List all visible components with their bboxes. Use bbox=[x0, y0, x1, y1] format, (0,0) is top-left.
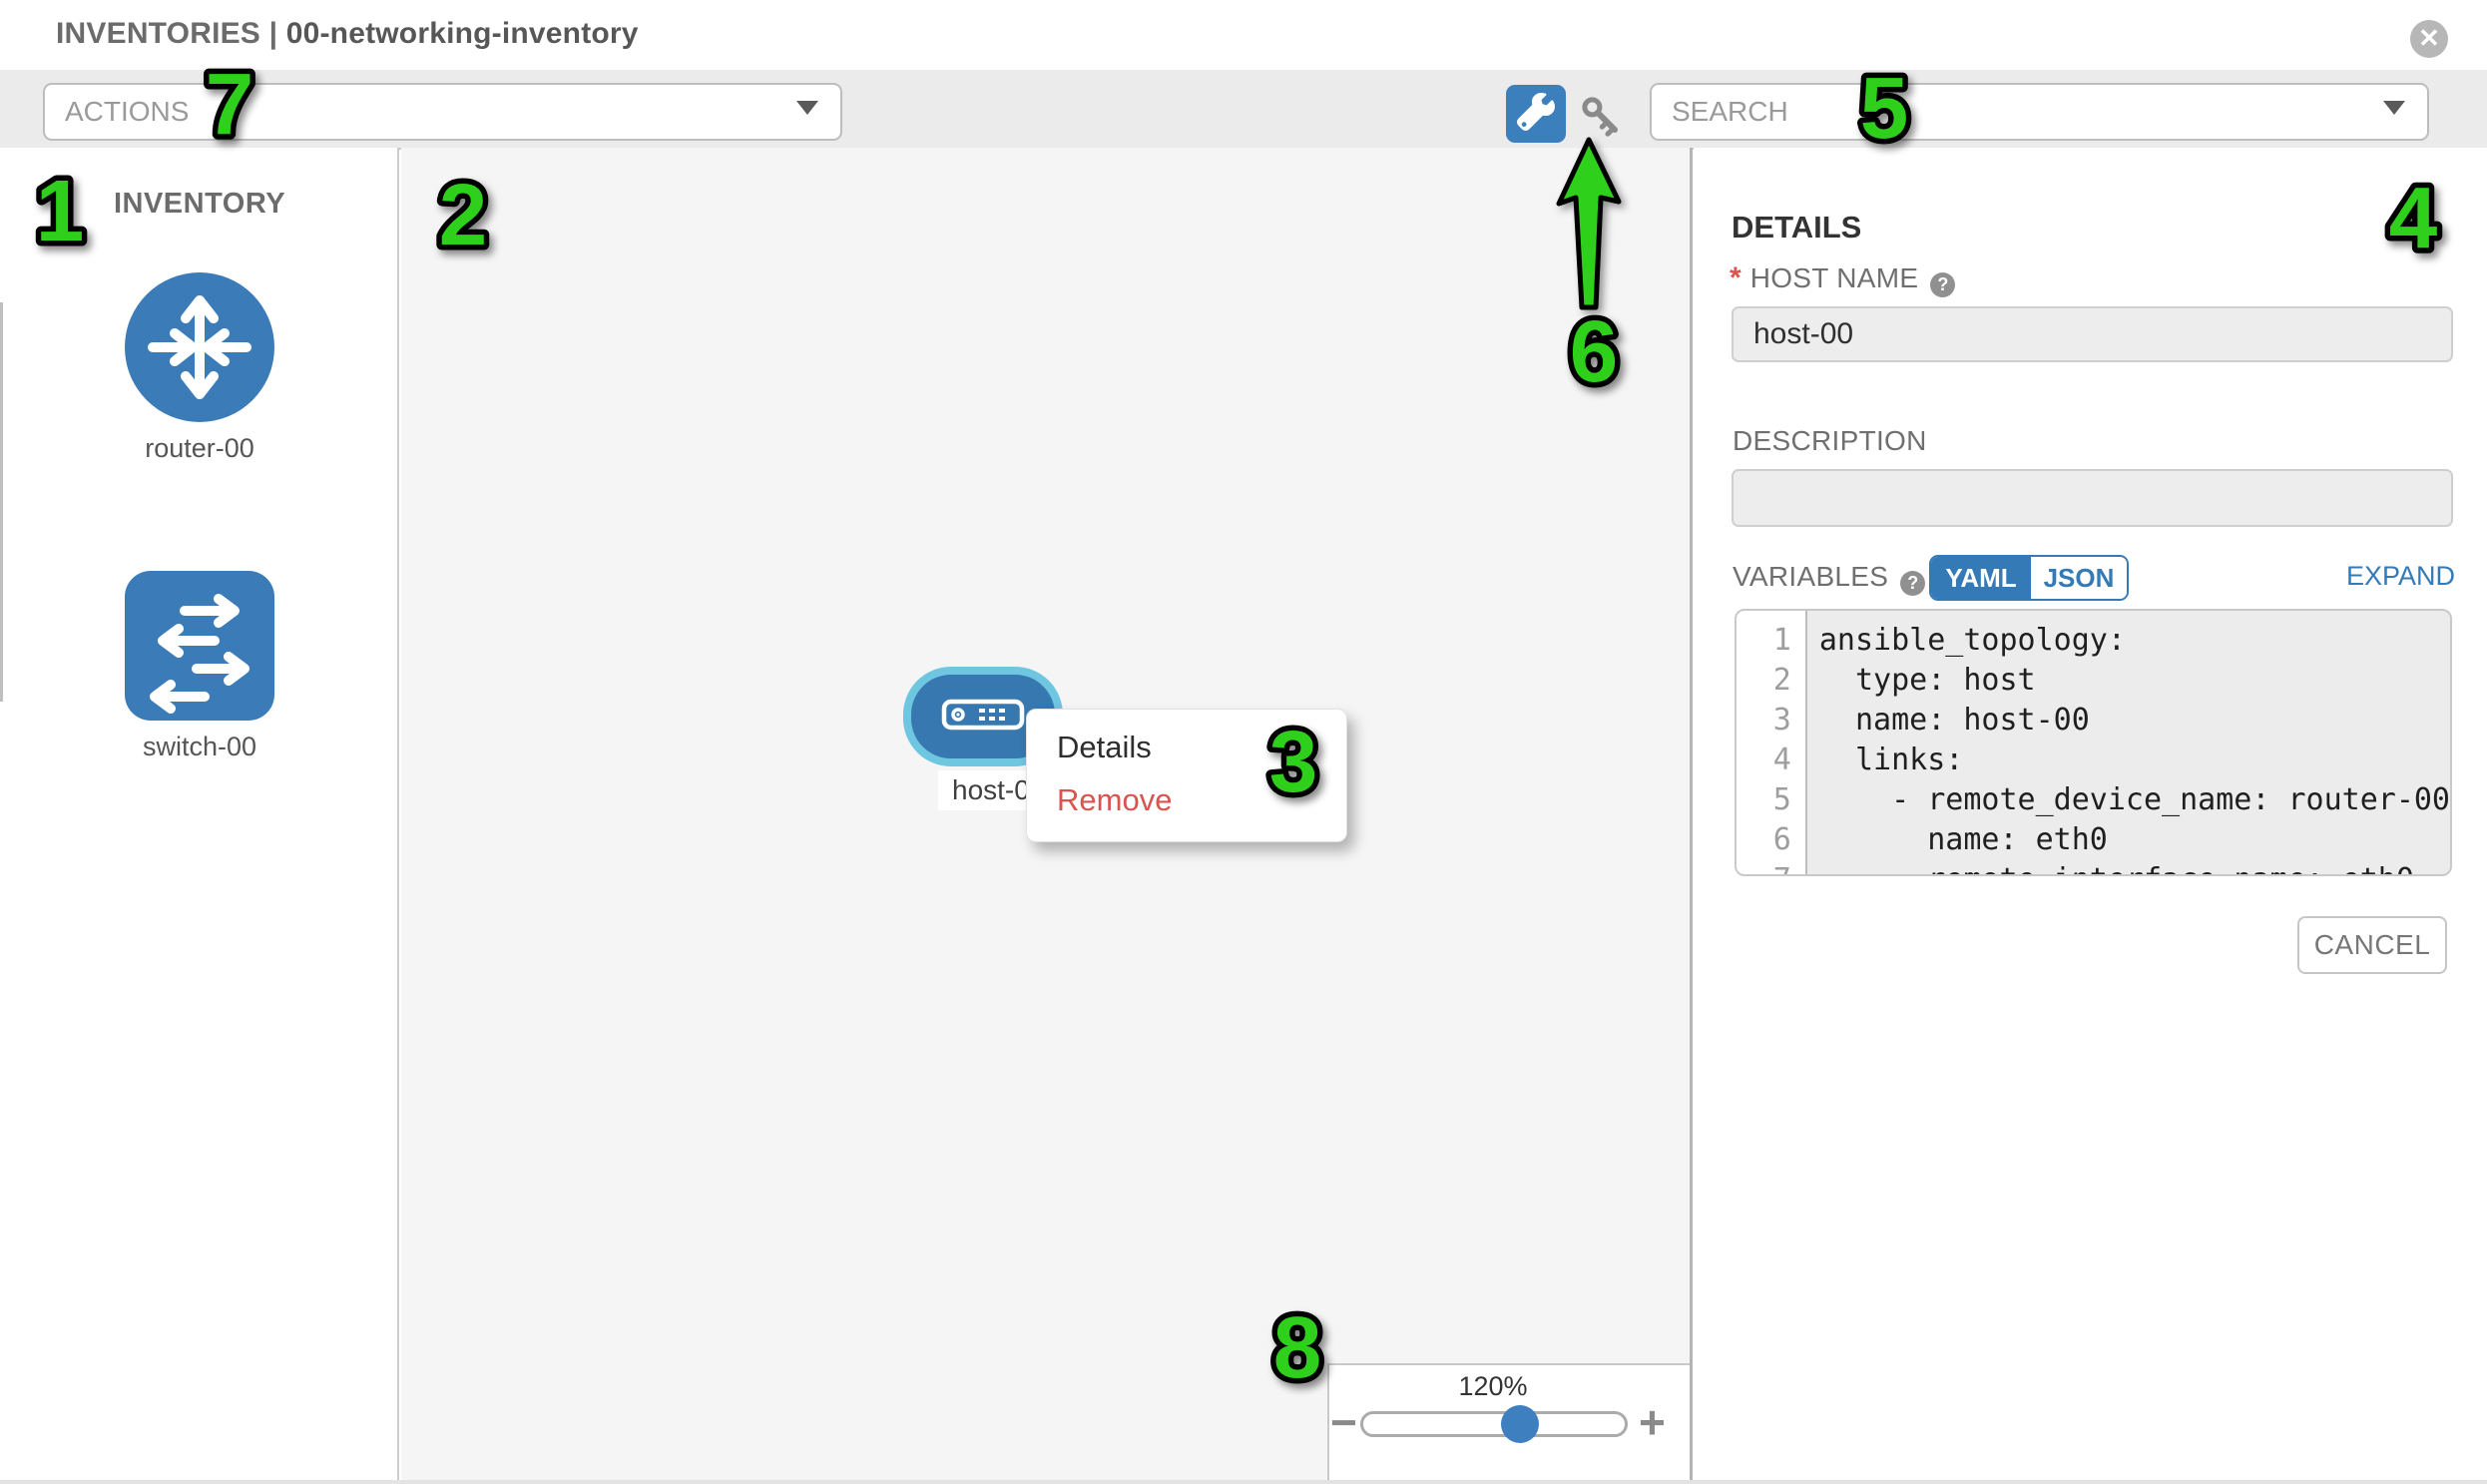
zoom-out-button[interactable]: − bbox=[1330, 1396, 1357, 1448]
variables-code-editor[interactable]: 1 2 3 4 5 6 7 ansible_topology: type: host nam… bbox=[1735, 609, 2452, 876]
details-panel-heading: DETAILS bbox=[1732, 210, 1862, 245]
zoom-percent-label: 120% bbox=[1458, 1371, 1528, 1401]
description-input[interactable] bbox=[1732, 469, 2453, 527]
actions-dropdown[interactable]: ACTIONS bbox=[43, 83, 842, 141]
editor-code-line: name: host-00 bbox=[1818, 703, 2090, 738]
editor-line-number: 1 bbox=[1772, 623, 1791, 658]
host-name-input[interactable] bbox=[1732, 306, 2453, 362]
wrench-icon bbox=[1517, 92, 1555, 136]
expand-link[interactable]: EXPAND bbox=[2345, 561, 2455, 591]
page-title-separator: | bbox=[260, 17, 286, 50]
search-dropdown-label: SEARCH bbox=[1672, 96, 1788, 127]
editor-code-line: ansible_topology: bbox=[1818, 623, 2126, 658]
page-title: INVENTORIES | 00-networking-inventory bbox=[56, 17, 639, 51]
description-label: DESCRIPTION bbox=[1733, 425, 1927, 456]
search-dropdown[interactable]: SEARCH bbox=[1650, 83, 2429, 141]
editor-line-number: 6 bbox=[1772, 822, 1791, 857]
actions-dropdown-label: ACTIONS bbox=[65, 96, 190, 127]
page-title-name: 00-networking-inventory bbox=[285, 17, 639, 50]
sidebar-edge-divider bbox=[0, 302, 3, 702]
host-icon bbox=[941, 698, 1025, 737]
host-name-label: HOST NAME bbox=[1749, 262, 1919, 293]
sidebar-header: INVENTORY bbox=[113, 188, 286, 220]
title-bar: INVENTORIES | 00-networking-inventory ✕ bbox=[0, 0, 2487, 72]
editor-line-number: 3 bbox=[1772, 703, 1791, 738]
editor-line-numbers: 1 2 3 4 5 6 7 bbox=[1737, 611, 1807, 874]
context-menu-item-remove[interactable]: Remove bbox=[1057, 782, 1173, 817]
editor-line-number: 7 bbox=[1737, 860, 1805, 874]
close-icon[interactable]: ✕ bbox=[2410, 20, 2448, 58]
zoom-in-button[interactable]: + bbox=[1639, 1396, 1666, 1448]
editor-code-line: - remote_device_name: router-00 bbox=[1818, 782, 2450, 817]
host-name-field-label: * HOST NAME? bbox=[1730, 261, 1956, 297]
editor-line-number: 2 bbox=[1772, 663, 1791, 698]
variables-format-toggle: YAML JSON bbox=[1929, 555, 2129, 601]
help-icon[interactable]: ? bbox=[1930, 272, 1956, 297]
sidebar-item-router[interactable]: router-00 bbox=[0, 272, 399, 464]
tools-button[interactable] bbox=[1506, 85, 1566, 143]
chevron-down-icon bbox=[2383, 101, 2405, 115]
host-node[interactable] bbox=[903, 667, 1063, 766]
window-bottom-edge bbox=[0, 1480, 2487, 1484]
node-context-menu: Details Remove bbox=[1026, 709, 1347, 842]
variables-field-label: VARIABLES? bbox=[1733, 561, 1926, 596]
page-title-section: INVENTORIES bbox=[56, 17, 261, 50]
cancel-button[interactable]: CANCEL bbox=[2297, 916, 2447, 974]
tab-yaml[interactable]: YAML bbox=[1931, 557, 2031, 599]
editor-code-line: remote_interface_name: eth0 bbox=[1819, 860, 2450, 874]
variables-label: VARIABLES bbox=[1733, 561, 1889, 592]
context-menu-item-details[interactable]: Details bbox=[1057, 730, 1152, 764]
sidebar-item-label: router-00 bbox=[145, 433, 254, 463]
sidebar-item-label: switch-00 bbox=[142, 732, 257, 761]
help-icon[interactable]: ? bbox=[1900, 571, 1926, 596]
switch-icon bbox=[125, 571, 274, 721]
editor-line-number: 4 bbox=[1772, 742, 1791, 777]
zoom-slider-thumb[interactable] bbox=[1501, 1405, 1539, 1443]
chevron-down-icon bbox=[796, 101, 818, 115]
editor-code-line: type: host bbox=[1818, 663, 2036, 698]
editor-line-number: 5 bbox=[1772, 782, 1791, 817]
sidebar-item-switch[interactable]: switch-00 bbox=[0, 571, 399, 762]
tab-json[interactable]: JSON bbox=[2031, 557, 2127, 599]
editor-code[interactable]: ansible_topology: type: host name: host-… bbox=[1807, 611, 2450, 874]
router-icon bbox=[125, 272, 274, 422]
zoom-slider-track[interactable] bbox=[1360, 1411, 1628, 1437]
editor-code-line: links: bbox=[1818, 742, 1964, 777]
key-icon[interactable] bbox=[1579, 94, 1627, 142]
required-asterisk: * bbox=[1730, 261, 1741, 294]
editor-code-line: name: eth0 bbox=[1818, 822, 2108, 857]
